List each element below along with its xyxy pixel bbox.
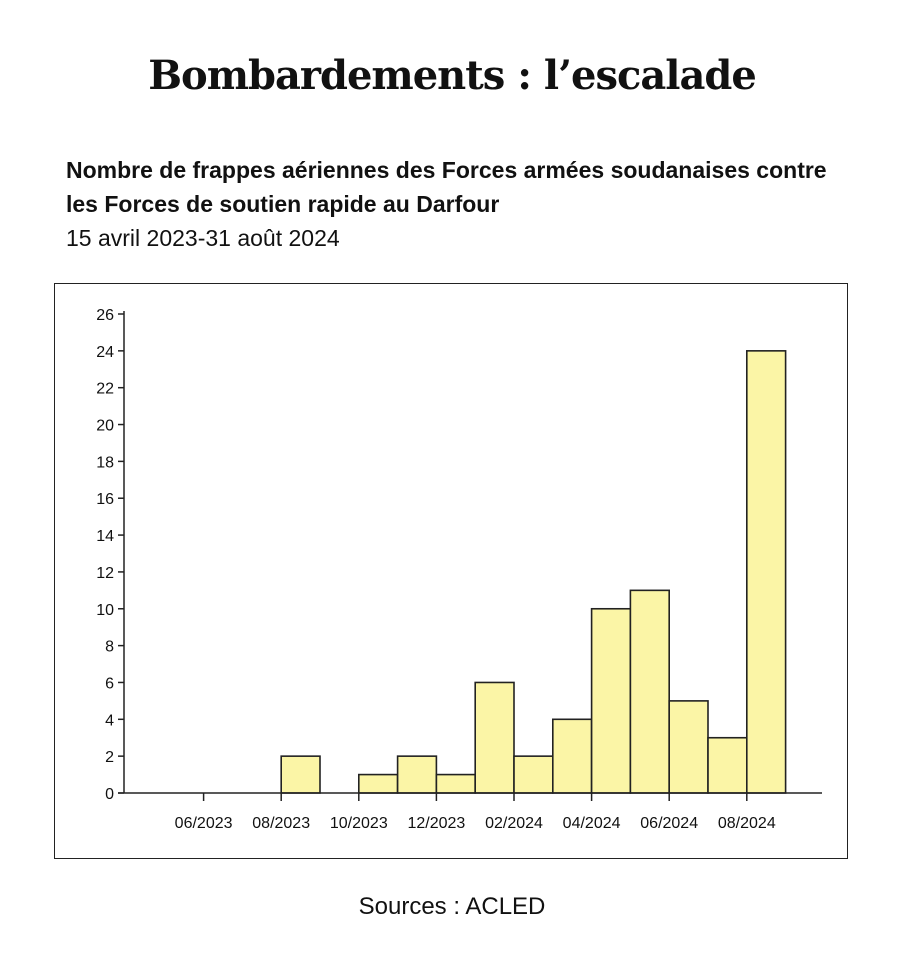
y-tick-label-16: 16 — [96, 491, 114, 508]
bar-08-2024 — [745, 350, 787, 794]
bar-11-2023 — [396, 755, 438, 794]
y-tick-label-18: 18 — [96, 454, 114, 471]
bar-05-2024 — [629, 589, 671, 794]
y-tick-label-4: 4 — [105, 712, 114, 729]
y-tick-label-20: 20 — [96, 418, 114, 435]
bar-10-2023 — [357, 773, 399, 794]
x-tick-label-02-2024: 02/2024 — [485, 815, 543, 832]
y-tick-label-12: 12 — [96, 565, 114, 582]
chart-title: Bombardements : l’escalade — [148, 52, 757, 99]
bar-08-2023 — [280, 755, 321, 794]
y-tick-label-22: 22 — [96, 381, 114, 398]
chart-subtitle: Nombre de frappes aériennes des Forces a… — [66, 157, 827, 217]
y-tick-label-6: 6 — [105, 675, 114, 692]
x-tick-label-04-2024: 04/2024 — [563, 815, 621, 832]
x-tick-label-06-2023: 06/2023 — [175, 815, 233, 832]
date-range: 15 avril 2023-31 août 2024 — [66, 225, 340, 251]
y-tick-label-26: 26 — [96, 307, 114, 324]
bar-06-2024 — [668, 700, 709, 794]
y-tick-label-2: 2 — [105, 749, 114, 766]
bar-04-2024 — [590, 607, 632, 794]
bar-07-2024 — [707, 736, 748, 794]
y-tick-label-24: 24 — [96, 344, 114, 361]
x-tick-label-12-2023: 12/2023 — [407, 815, 465, 832]
y-tick-label-8: 8 — [105, 639, 114, 656]
x-tick-label-08-2024: 08/2024 — [718, 815, 776, 832]
bar-02-2024 — [513, 755, 554, 794]
bar-03-2024 — [551, 718, 593, 794]
bar-12-2023 — [435, 773, 476, 794]
source-note: Sources : ACLED — [358, 893, 546, 920]
chart-frame — [54, 283, 848, 859]
y-tick-label-0: 0 — [105, 786, 114, 803]
y-tick-label-10: 10 — [96, 602, 114, 619]
bar-01-2024 — [474, 681, 515, 794]
x-tick-label-08-2023: 08/2023 — [252, 815, 310, 832]
x-tick-label-06-2024: 06/2024 — [640, 815, 698, 832]
x-tick-label-10-2023: 10/2023 — [330, 815, 388, 832]
y-tick-label-14: 14 — [96, 528, 114, 545]
